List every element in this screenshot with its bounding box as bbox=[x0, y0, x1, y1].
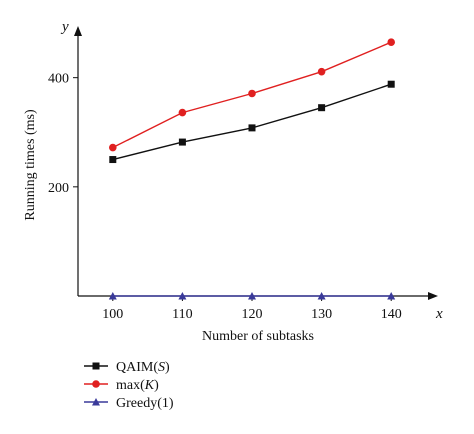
data-point bbox=[317, 67, 326, 76]
legend: QAIM(S) max(K) Greedy(1) bbox=[84, 360, 174, 411]
x-tick-label: 120 bbox=[242, 307, 263, 322]
data-point bbox=[248, 124, 256, 132]
y-axis-title: Running times (ms) bbox=[23, 109, 38, 221]
x-axis-arrow-icon bbox=[428, 292, 438, 300]
axes: y x Running times (ms) Number of subtask… bbox=[23, 19, 443, 344]
legend-label: QAIM(S) bbox=[116, 360, 170, 375]
data-point bbox=[109, 156, 117, 164]
x-axis-title: Number of subtasks bbox=[202, 329, 314, 344]
data-point bbox=[248, 292, 256, 300]
legend-label: Greedy(1) bbox=[116, 396, 174, 411]
x-axis-letter: x bbox=[435, 306, 443, 322]
x-tick-label: 100 bbox=[102, 307, 123, 322]
data-point bbox=[317, 292, 326, 300]
legend-marker-triangle-icon bbox=[92, 398, 100, 406]
data-point bbox=[318, 104, 326, 112]
y-axis-letter: y bbox=[60, 19, 69, 35]
data-point bbox=[178, 108, 187, 117]
data-point bbox=[178, 138, 186, 146]
legend-marker-circle-icon bbox=[92, 380, 100, 388]
ticks: 100 110 120 130 140 200 400 bbox=[48, 72, 402, 322]
data-point bbox=[108, 292, 117, 300]
data-point bbox=[387, 80, 395, 88]
y-axis-arrow-icon bbox=[74, 26, 82, 36]
x-tick-label: 130 bbox=[311, 307, 332, 322]
y-tick-label: 200 bbox=[48, 181, 69, 196]
x-tick-label: 110 bbox=[172, 307, 192, 322]
data-point bbox=[178, 292, 187, 300]
y-tick-label: 400 bbox=[48, 72, 69, 87]
data-point bbox=[387, 292, 396, 300]
data-point bbox=[109, 143, 117, 152]
legend-marker-square-icon bbox=[92, 362, 100, 370]
series-group bbox=[108, 38, 396, 300]
x-tick-label: 140 bbox=[381, 307, 402, 322]
data-point bbox=[248, 89, 256, 98]
legend-label: max(K) bbox=[116, 378, 159, 393]
data-point bbox=[387, 38, 396, 46]
